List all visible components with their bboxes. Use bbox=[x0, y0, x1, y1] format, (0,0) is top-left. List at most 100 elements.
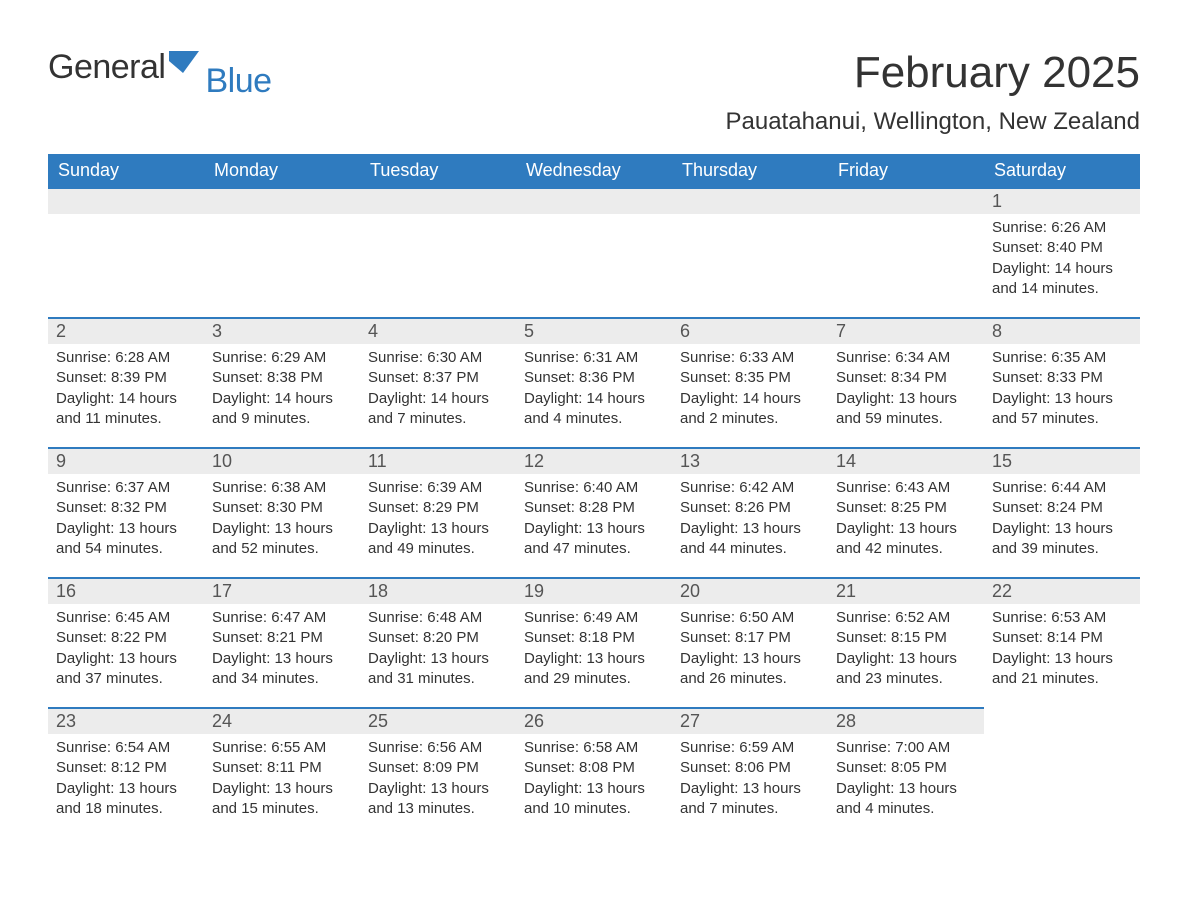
calendar-week-row: 16Sunrise: 6:45 AMSunset: 8:22 PMDayligh… bbox=[48, 577, 1140, 707]
calendar-day-cell: 11 Sunrise: 6:39 AMSunset: 8:29 PMDayligh… bbox=[360, 447, 516, 577]
sunrise-line: Sunrise: 6:56 AM bbox=[368, 738, 508, 758]
day-details: Sunrise: 7:00 AMSunset: 8:05 PMDaylight:… bbox=[828, 734, 984, 827]
daylight-line: Daylight: 13 hours and 31 minutes. bbox=[368, 649, 508, 690]
sunset-line: Sunset: 8:15 PM bbox=[836, 628, 976, 648]
calendar-day-cell: 8Sunrise: 6:35 AMSunset: 8:33 PMDaylight… bbox=[984, 317, 1140, 447]
sunset-line: Sunset: 8:38 PM bbox=[212, 368, 352, 388]
calendar-day-cell: 9Sunrise: 6:37 AMSunset: 8:32 PMDaylight… bbox=[48, 447, 204, 577]
daylight-line: Daylight: 13 hours and 59 minutes. bbox=[836, 389, 976, 430]
daylight-line: Daylight: 13 hours and 57 minutes. bbox=[992, 389, 1132, 430]
daylight-line: Daylight: 13 hours and 37 minutes. bbox=[56, 649, 196, 690]
sunrise-line: Sunrise: 6:40 AM bbox=[524, 478, 664, 498]
sunset-line: Sunset: 8:24 PM bbox=[992, 498, 1132, 518]
calendar-day-cell: 16Sunrise: 6:45 AMSunset: 8:22 PMDayligh… bbox=[48, 577, 204, 707]
day-number: 11 bbox=[360, 447, 516, 474]
sunrise-line: Sunrise: 6:37 AM bbox=[56, 478, 196, 498]
sunset-line: Sunset: 8:17 PM bbox=[680, 628, 820, 648]
sunset-line: Sunset: 8:11 PM bbox=[212, 758, 352, 778]
day-number: 12 bbox=[516, 447, 672, 474]
weekday-header: Tuesday bbox=[360, 154, 516, 187]
daylight-line: Daylight: 14 hours and 11 minutes. bbox=[56, 389, 196, 430]
calendar-week-row: 23Sunrise: 6:54 AMSunset: 8:12 PMDayligh… bbox=[48, 707, 1140, 837]
calendar-week-row: 9Sunrise: 6:37 AMSunset: 8:32 PMDaylight… bbox=[48, 447, 1140, 577]
day-number: 15 bbox=[984, 447, 1140, 474]
calendar-day-cell: 7Sunrise: 6:34 AMSunset: 8:34 PMDaylight… bbox=[828, 317, 984, 447]
daylight-line: Daylight: 13 hours and 10 minutes. bbox=[524, 779, 664, 820]
sunset-line: Sunset: 8:22 PM bbox=[56, 628, 196, 648]
sunset-line: Sunset: 8:18 PM bbox=[524, 628, 664, 648]
calendar-day-cell: 12Sunrise: 6:40 AMSunset: 8:28 PMDayligh… bbox=[516, 447, 672, 577]
sunset-line: Sunset: 8:29 PM bbox=[368, 498, 508, 518]
daylight-line: Daylight: 13 hours and 54 minutes. bbox=[56, 519, 196, 560]
day-number: 4 bbox=[360, 317, 516, 344]
sunset-line: Sunset: 8:09 PM bbox=[368, 758, 508, 778]
day-details: Sunrise: 6:31 AMSunset: 8:36 PMDaylight:… bbox=[516, 344, 672, 437]
weekday-header: Sunday bbox=[48, 154, 204, 187]
day-number: 17 bbox=[204, 577, 360, 604]
daylight-line: Daylight: 13 hours and 29 minutes. bbox=[524, 649, 664, 690]
sunset-line: Sunset: 8:34 PM bbox=[836, 368, 976, 388]
sunrise-line: Sunrise: 6:50 AM bbox=[680, 608, 820, 628]
day-number: 2 bbox=[48, 317, 204, 344]
logo-flag-icon bbox=[169, 51, 199, 73]
day-number: 28 bbox=[828, 707, 984, 734]
daylight-line: Daylight: 13 hours and 39 minutes. bbox=[992, 519, 1132, 560]
calendar-day-cell: 18Sunrise: 6:48 AMSunset: 8:20 PMDayligh… bbox=[360, 577, 516, 707]
daylight-line: Daylight: 13 hours and 47 minutes. bbox=[524, 519, 664, 560]
calendar-empty-cell bbox=[516, 187, 672, 317]
day-details: Sunrise: 6:33 AMSunset: 8:35 PMDaylight:… bbox=[672, 344, 828, 437]
day-number: 8 bbox=[984, 317, 1140, 344]
day-number: 25 bbox=[360, 707, 516, 734]
calendar-day-cell: 15Sunrise: 6:44 AMSunset: 8:24 PMDayligh… bbox=[984, 447, 1140, 577]
day-details: Sunrise: 6:43 AMSunset: 8:25 PMDaylight:… bbox=[828, 474, 984, 567]
day-details: Sunrise: 6:30 AMSunset: 8:37 PMDaylight:… bbox=[360, 344, 516, 437]
header: General Blue February 2025 Pauatahanui, … bbox=[48, 48, 1140, 136]
sunset-line: Sunset: 8:40 PM bbox=[992, 238, 1132, 258]
day-details: Sunrise: 6:52 AMSunset: 8:15 PMDaylight:… bbox=[828, 604, 984, 697]
day-details: Sunrise: 6:38 AMSunset: 8:30 PMDaylight:… bbox=[204, 474, 360, 567]
day-number: 19 bbox=[516, 577, 672, 604]
empty-day-bar bbox=[48, 187, 204, 214]
daylight-line: Daylight: 13 hours and 49 minutes. bbox=[368, 519, 508, 560]
sunset-line: Sunset: 8:14 PM bbox=[992, 628, 1132, 648]
sunset-line: Sunset: 8:32 PM bbox=[56, 498, 196, 518]
sunrise-line: Sunrise: 6:54 AM bbox=[56, 738, 196, 758]
sunset-line: Sunset: 8:25 PM bbox=[836, 498, 976, 518]
weekday-header-row: SundayMondayTuesdayWednesdayThursdayFrid… bbox=[48, 154, 1140, 187]
sunset-line: Sunset: 8:28 PM bbox=[524, 498, 664, 518]
weekday-header: Thursday bbox=[672, 154, 828, 187]
logo: General Blue bbox=[48, 48, 272, 87]
daylight-line: Daylight: 13 hours and 23 minutes. bbox=[836, 649, 976, 690]
calendar-day-cell: 25Sunrise: 6:56 AMSunset: 8:09 PMDayligh… bbox=[360, 707, 516, 837]
day-number: 22 bbox=[984, 577, 1140, 604]
calendar-empty-cell bbox=[984, 707, 1140, 837]
sunset-line: Sunset: 8:35 PM bbox=[680, 368, 820, 388]
sunrise-line: Sunrise: 6:39 AM bbox=[368, 478, 508, 498]
calendar-day-cell: 3Sunrise: 6:29 AMSunset: 8:38 PMDaylight… bbox=[204, 317, 360, 447]
calendar-day-cell: 28Sunrise: 7:00 AMSunset: 8:05 PMDayligh… bbox=[828, 707, 984, 837]
day-details: Sunrise: 6:26 AMSunset: 8:40 PMDaylight:… bbox=[984, 214, 1140, 307]
calendar-day-cell: 17Sunrise: 6:47 AMSunset: 8:21 PMDayligh… bbox=[204, 577, 360, 707]
sunset-line: Sunset: 8:20 PM bbox=[368, 628, 508, 648]
day-details: Sunrise: 6:42 AMSunset: 8:26 PMDaylight:… bbox=[672, 474, 828, 567]
day-number: 5 bbox=[516, 317, 672, 344]
calendar-day-cell: 14Sunrise: 6:43 AMSunset: 8:25 PMDayligh… bbox=[828, 447, 984, 577]
daylight-line: Daylight: 13 hours and 4 minutes. bbox=[836, 779, 976, 820]
empty-day-bar bbox=[828, 187, 984, 214]
sunset-line: Sunset: 8:33 PM bbox=[992, 368, 1132, 388]
daylight-line: Daylight: 13 hours and 34 minutes. bbox=[212, 649, 352, 690]
day-details: Sunrise: 6:40 AMSunset: 8:28 PMDaylight:… bbox=[516, 474, 672, 567]
daylight-line: Daylight: 14 hours and 4 minutes. bbox=[524, 389, 664, 430]
calendar-day-cell: 10Sunrise: 6:38 AMSunset: 8:30 PMDayligh… bbox=[204, 447, 360, 577]
calendar-day-cell: 22Sunrise: 6:53 AMSunset: 8:14 PMDayligh… bbox=[984, 577, 1140, 707]
calendar-day-cell: 13Sunrise: 6:42 AMSunset: 8:26 PMDayligh… bbox=[672, 447, 828, 577]
day-number: 6 bbox=[672, 317, 828, 344]
day-number: 26 bbox=[516, 707, 672, 734]
calendar-day-cell: 26Sunrise: 6:58 AMSunset: 8:08 PMDayligh… bbox=[516, 707, 672, 837]
calendar-day-cell: 6Sunrise: 6:33 AMSunset: 8:35 PMDaylight… bbox=[672, 317, 828, 447]
day-details: Sunrise: 6:53 AMSunset: 8:14 PMDaylight:… bbox=[984, 604, 1140, 697]
sunrise-line: Sunrise: 6:47 AM bbox=[212, 608, 352, 628]
day-number: 24 bbox=[204, 707, 360, 734]
daylight-line: Daylight: 13 hours and 15 minutes. bbox=[212, 779, 352, 820]
day-number: 3 bbox=[204, 317, 360, 344]
